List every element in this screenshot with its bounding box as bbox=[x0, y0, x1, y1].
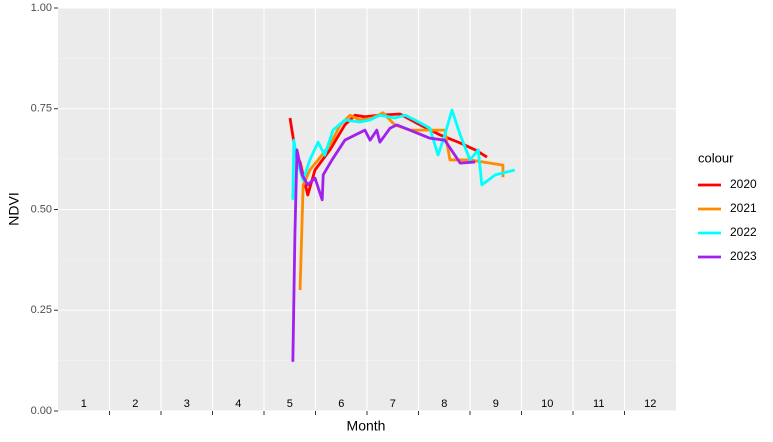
month-label: 2 bbox=[132, 398, 138, 410]
legend-label: 2022 bbox=[730, 225, 757, 239]
month-label: 7 bbox=[390, 398, 396, 410]
month-label: 9 bbox=[493, 398, 499, 410]
y-tick-label: 0.75 bbox=[31, 103, 52, 115]
month-label: 10 bbox=[541, 398, 553, 410]
month-label: 6 bbox=[338, 398, 344, 410]
month-label: 3 bbox=[184, 398, 190, 410]
y-tick-label: 1.00 bbox=[31, 2, 52, 14]
month-label: 11 bbox=[593, 398, 604, 410]
legend-title: colour bbox=[698, 150, 734, 165]
y-tick-label: 0.25 bbox=[31, 304, 52, 316]
legend-label: 2023 bbox=[730, 249, 757, 263]
legend-label: 2020 bbox=[730, 177, 757, 191]
month-label: 1 bbox=[81, 398, 87, 410]
y-tick-label: 0.50 bbox=[31, 203, 52, 215]
month-label: 5 bbox=[287, 398, 293, 410]
month-label: 12 bbox=[644, 398, 656, 410]
month-label: 4 bbox=[235, 398, 241, 410]
series-line bbox=[291, 123, 476, 362]
y-tick-label: 0.00 bbox=[31, 405, 52, 417]
series-line bbox=[291, 108, 516, 200]
month-label: 8 bbox=[441, 398, 447, 410]
x-axis-title: Month bbox=[347, 418, 386, 434]
legend-label: 2021 bbox=[730, 201, 757, 215]
y-axis-title: NDVI bbox=[6, 192, 22, 225]
